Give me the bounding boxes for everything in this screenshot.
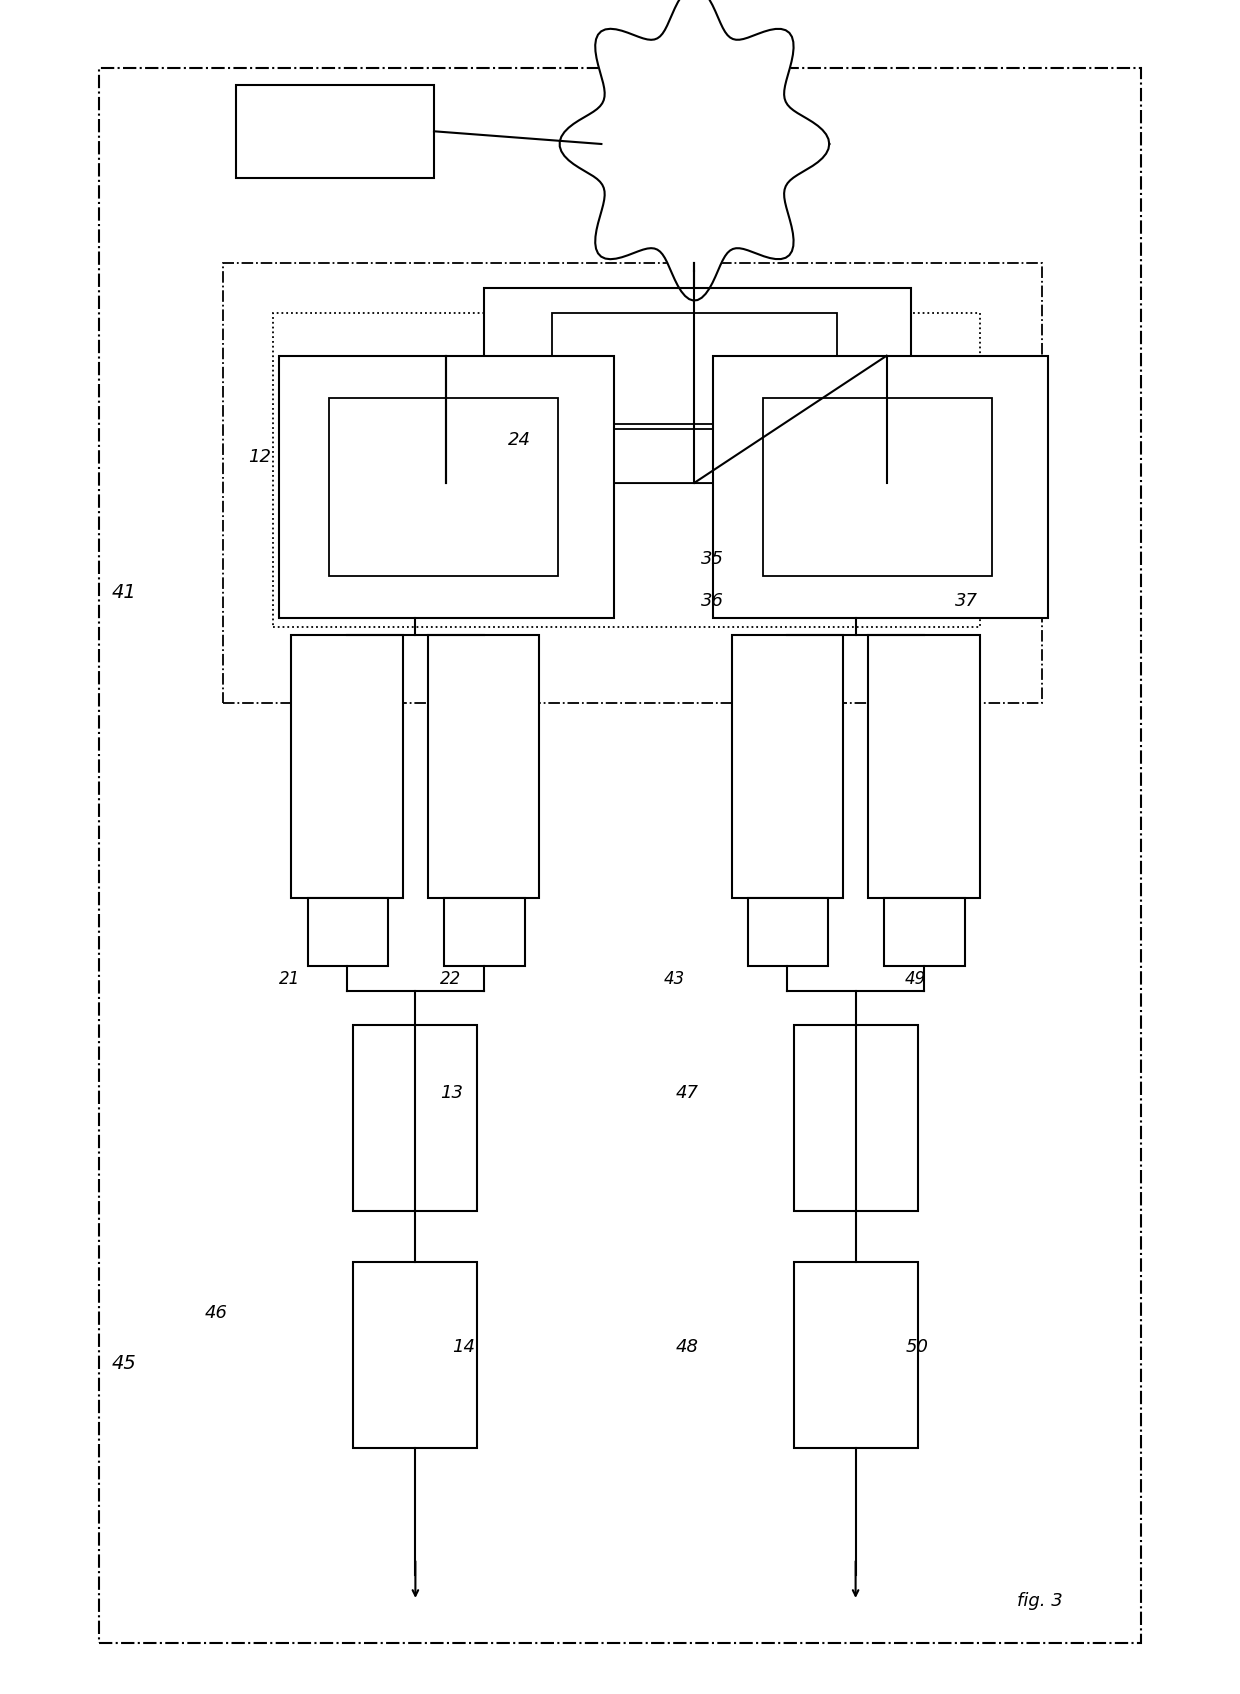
Text: 22: 22: [440, 971, 461, 988]
Bar: [353, 1262, 477, 1448]
Bar: [552, 429, 837, 483]
Bar: [884, 898, 965, 966]
Bar: [794, 1025, 918, 1211]
Text: 14: 14: [453, 1338, 476, 1355]
Text: 49: 49: [905, 971, 926, 988]
Bar: [732, 635, 843, 898]
Bar: [308, 898, 388, 966]
Text: fig. 3: fig. 3: [1017, 1592, 1063, 1609]
Text: 21: 21: [279, 971, 300, 988]
Bar: [552, 313, 837, 424]
Text: 24: 24: [508, 432, 532, 449]
Text: 36: 36: [701, 593, 724, 610]
Bar: [99, 68, 1141, 1643]
Bar: [291, 635, 403, 898]
Text: 43: 43: [663, 971, 684, 988]
Bar: [428, 635, 539, 898]
Bar: [236, 85, 434, 178]
Text: 41: 41: [112, 583, 136, 603]
Text: 48: 48: [676, 1338, 699, 1355]
Bar: [748, 898, 828, 966]
Text: 12: 12: [248, 449, 272, 466]
Bar: [353, 1025, 477, 1211]
Bar: [273, 313, 980, 627]
Bar: [223, 263, 1042, 703]
Bar: [868, 635, 980, 898]
Text: 13: 13: [440, 1084, 464, 1101]
Bar: [444, 898, 525, 966]
Bar: [484, 288, 911, 483]
Text: 45: 45: [112, 1354, 136, 1374]
Bar: [279, 356, 614, 618]
Text: 47: 47: [676, 1084, 699, 1101]
Text: 35: 35: [701, 551, 724, 567]
Bar: [763, 398, 992, 576]
Bar: [713, 356, 1048, 618]
Text: 46: 46: [205, 1304, 228, 1321]
Polygon shape: [559, 0, 830, 300]
Text: 50: 50: [905, 1338, 929, 1355]
Bar: [794, 1262, 918, 1448]
Bar: [329, 398, 558, 576]
Text: 37: 37: [955, 593, 978, 610]
